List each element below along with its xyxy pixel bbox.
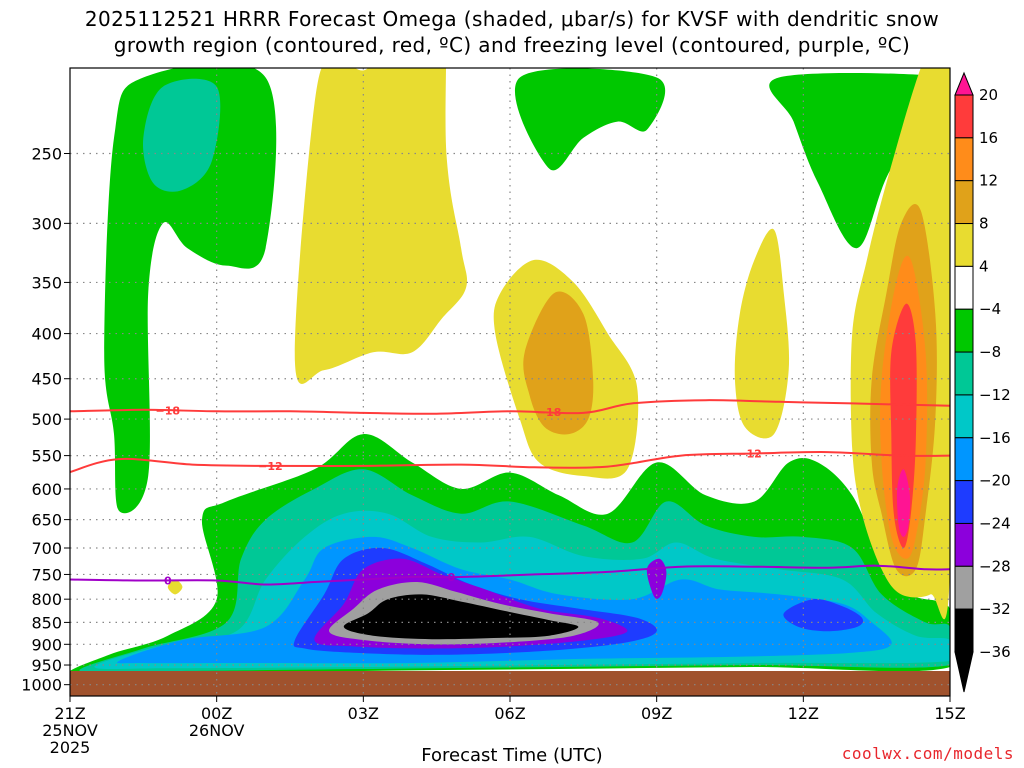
y-tick-label-1000: 1000 [21,676,62,695]
colorbar-label-8: −16 [979,429,1011,447]
x-tick-year-0: 2025 [50,738,91,757]
y-tick-label-450: 450 [31,370,62,389]
y-tick-label-400: 400 [31,325,62,344]
y-tick-label-950: 950 [31,656,62,675]
colorbar-label-2: 12 [979,172,998,190]
contour-line-2 [70,564,950,586]
y-tick-label-800: 800 [31,590,62,609]
omega-shading [70,68,950,684]
colorbar-swatch-1 [954,137,974,182]
colorbar-swatch-12 [954,608,974,653]
x-tick-label-15: 12Z [788,704,819,723]
grid-lines [70,68,950,696]
colorbar-swatch-4 [954,265,974,310]
colorbar-label-12: −32 [979,600,1011,618]
colorbar-swatch-10 [954,522,974,567]
colorbar-label-1: 16 [979,129,998,147]
colorbar-label-7: −12 [979,386,1011,404]
y-tick-label-650: 650 [31,511,62,530]
omega-region-22 [890,303,917,548]
x-tick-sublabel-0: 25NOV [42,721,98,740]
colorbar-swatch-3 [954,223,974,267]
y-tick-label-700: 700 [31,539,62,558]
x-tick-label-3: 00Z [201,704,232,723]
pressure-axis: 250 300 350 400 450 500 550 600 650 700 750 800 850 9… [21,144,70,695]
colorbar-swatch-5 [954,308,974,353]
x-tick-label-12: 09Z [641,704,672,723]
chart-title: 2025112521 HRRR Forecast Omega (shaded, … [0,6,1024,58]
colorbar-top-arrow [954,71,974,96]
colorbar-swatch-9 [954,480,974,524]
x-tick-label-18: 15Z [934,704,965,723]
x-tick-label-6: 03Z [348,704,379,723]
contour-label-2-0: 0 [164,575,172,588]
temperature-contours: −18 −18 −12 −12 0 0 [70,399,950,588]
omega-region-1 [142,78,221,192]
colorbar-label-4: 4 [979,257,989,275]
contour-label-0-0: −18 [156,404,181,417]
x-tick-label-9: 06Z [494,704,525,723]
colorbar-label-0: 20 [979,86,998,104]
y-tick-label-750: 750 [31,565,62,584]
colorbar-swatch-2 [954,180,974,225]
colorbar-swatch-8 [954,437,974,482]
omega-region-3 [769,72,950,249]
omega-region-15 [311,111,384,338]
omega-region-17 [523,291,594,435]
x-tick-sublabel-3: 26NOV [189,721,245,740]
title-line-1: 2025112521 HRRR Forecast Omega (shaded, … [84,7,940,31]
y-tick-label-350: 350 [31,273,62,292]
colorbar-swatch-7 [954,394,974,439]
colorbar-swatch-6 [954,351,974,396]
colorbar-label-10: −24 [979,514,1011,532]
colorbar-label-9: −20 [979,472,1011,490]
colorbar-label-3: 8 [979,215,989,233]
contour-label-1-0: −12 [258,460,283,473]
omega-region-24 [167,579,183,595]
omega-colorbar: 20 16 12 8 4 −4 −8 −12 −16 −20 −24 −28 −32 −36 [954,71,1011,693]
title-line-2: growth region (contoured, red, ºC) and f… [113,33,911,57]
y-tick-label-600: 600 [31,480,62,499]
contour-label-2-1: 0 [448,571,456,584]
y-tick-label-500: 500 [31,410,62,429]
y-tick-label-900: 900 [31,635,62,654]
omega-region-9 [783,599,864,632]
y-tick-label-300: 300 [31,214,62,233]
omega-region-12 [343,594,579,640]
x-axis-title: Forecast Time (UTC) [421,745,603,766]
contour-label-1-1: −12 [737,448,762,461]
omega-region-0 [104,68,277,514]
colorbar-label-11: −28 [979,557,1011,575]
y-tick-label-550: 550 [31,447,62,466]
colorbar-label-5: −4 [979,300,1001,318]
omega-region-23 [896,469,911,537]
colorbar-bottom-arrow [954,651,974,693]
contour-line-1 [70,451,950,473]
omega-region-18 [734,228,790,439]
y-tick-label-850: 850 [31,613,62,632]
site-credit[interactable]: coolwx.com/models [841,744,1014,763]
y-tick-label-250: 250 [31,144,62,163]
omega-region-2 [514,68,666,171]
colorbar-label-13: −36 [979,643,1011,661]
ground-surface [70,671,950,696]
contour-label-0-1: −18 [537,406,562,419]
colorbar-label-6: −8 [979,343,1001,361]
x-tick-label-0: 21Z [54,704,85,723]
colorbar-swatch-0 [954,94,974,139]
contour-line-0 [70,399,950,415]
colorbar-swatch-11 [954,565,974,610]
